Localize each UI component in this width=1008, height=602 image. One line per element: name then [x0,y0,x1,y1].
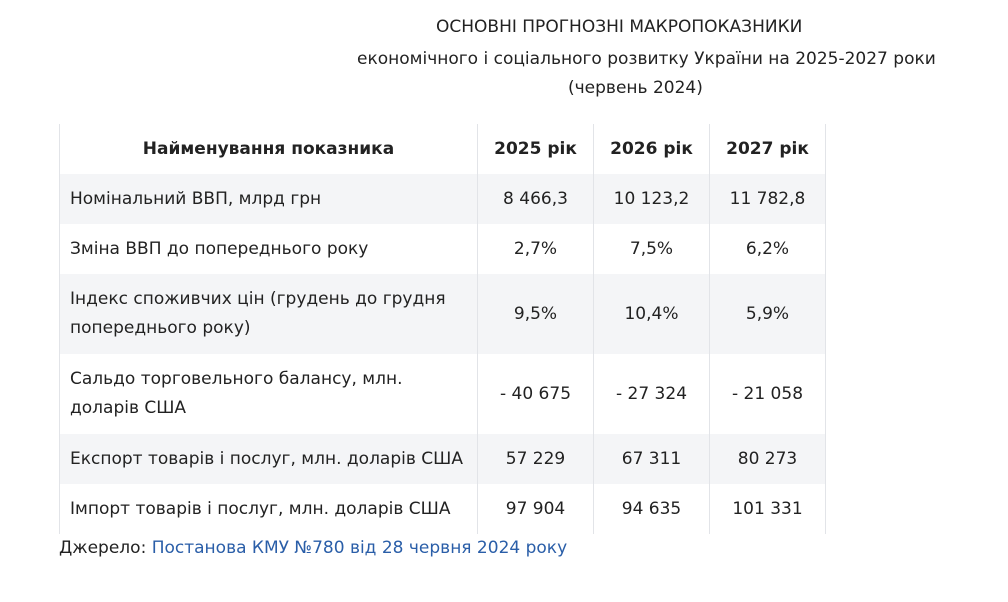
page-title: ОСНОВНІ ПРОГНОЗНІ МАКРОПОКАЗНИКИ [436,17,803,37]
header-2027: 2027 рік [709,124,826,174]
table-header-row: Найменування показника 2025 рік 2026 рік… [59,124,826,174]
row-name: Зміна ВВП до попереднього року [59,224,478,274]
value-2026: 10,4% [593,274,710,354]
page-date: (червень 2024) [568,78,703,98]
value-2027: - 21 058 [709,354,826,434]
row-name: Експорт товарів і послуг, млн. доларів С… [59,434,478,484]
row-name: Індекс споживчих цін (грудень до грудня … [59,274,478,354]
value-2026: 10 123,2 [593,174,710,224]
header-2026: 2026 рік [593,124,710,174]
table-row: Номінальний ВВП, млрд грн 8 466,3 10 123… [59,174,826,224]
source-note: Джерело: Постанова КМУ №780 від 28 червн… [59,538,567,558]
macro-indicators-table: Найменування показника 2025 рік 2026 рік… [59,124,826,534]
value-2025: 9,5% [477,274,594,354]
value-2025: 57 229 [477,434,594,484]
value-2026: - 27 324 [593,354,710,434]
value-2027: 101 331 [709,484,826,534]
row-name: Номінальний ВВП, млрд грн [59,174,478,224]
header-indicator-name: Найменування показника [59,124,478,174]
value-2025: 97 904 [477,484,594,534]
row-name: Імпорт товарів і послуг, млн. доларів СШ… [59,484,478,534]
page-subtitle: економічного і соціального розвитку Укра… [357,49,936,69]
table-row: Індекс споживчих цін (грудень до грудня … [59,274,826,354]
row-name: Сальдо торговельного балансу, млн. долар… [59,354,478,434]
table-row: Імпорт товарів і послуг, млн. доларів СШ… [59,484,826,534]
value-2026: 7,5% [593,224,710,274]
table-row: Експорт товарів і послуг, млн. доларів С… [59,434,826,484]
table-row: Сальдо торговельного балансу, млн. долар… [59,354,826,434]
value-2027: 6,2% [709,224,826,274]
source-link[interactable]: Постанова КМУ №780 від 28 червня 2024 ро… [151,538,568,558]
value-2025: - 40 675 [477,354,594,434]
value-2025: 2,7% [477,224,594,274]
value-2026: 94 635 [593,484,710,534]
header-2025: 2025 рік [477,124,594,174]
value-2025: 8 466,3 [477,174,594,224]
source-label: Джерело: [59,538,152,558]
value-2027: 5,9% [709,274,826,354]
value-2027: 80 273 [709,434,826,484]
value-2026: 67 311 [593,434,710,484]
table-row: Зміна ВВП до попереднього року 2,7% 7,5%… [59,224,826,274]
value-2027: 11 782,8 [709,174,826,224]
